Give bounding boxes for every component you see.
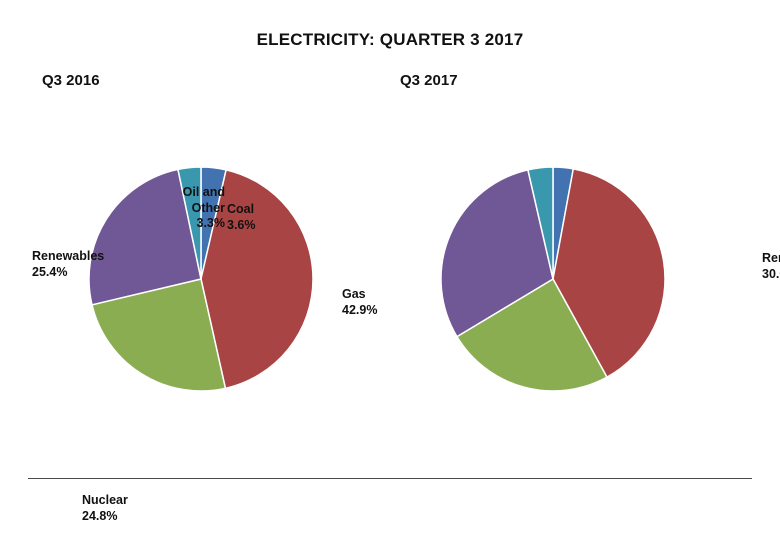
slice-label-renewables-2017: Renewables 30.0% bbox=[762, 236, 780, 297]
pie-slice-oil-and-other-2017 bbox=[526, 166, 554, 280]
slice-label-nuclear-2016-name: Nuclear bbox=[82, 493, 128, 508]
slice-label-coal-2016-name: Coal bbox=[227, 202, 255, 217]
pie-chart-q3-2017 bbox=[440, 166, 666, 392]
chart-panel-q3-2016: Q3 2016 Oil and Other 3.3% Coal 3.6% Ren… bbox=[10, 62, 390, 523]
slice-label-gas-2016: Gas 42.9% bbox=[342, 272, 418, 333]
pie-slice-gas-2017 bbox=[552, 167, 666, 379]
slice-label-renewables-2017-name: Renewables bbox=[762, 251, 780, 266]
panel-title-q3-2016: Q3 2016 bbox=[42, 72, 100, 89]
pie-svg-q3-2016 bbox=[88, 166, 314, 392]
pie-slice-nuclear-2017 bbox=[455, 277, 608, 392]
slice-label-oil-and-other-2016-name: Oil and Other bbox=[182, 185, 225, 215]
slice-label-gas-2016-value: 42.9% bbox=[342, 302, 378, 317]
pie-slice-renewables-2016 bbox=[88, 168, 202, 306]
pie-slice-renewables-2017 bbox=[440, 168, 554, 338]
chart-panel-q3-2017: Q3 2017 Oil and Other 3.6% Coal 2.9% Ren… bbox=[370, 62, 780, 462]
slice-label-renewables-2016-name: Renewables bbox=[32, 249, 105, 264]
footer-divider bbox=[28, 478, 752, 479]
slice-label-renewables-2017-value: 30.0% bbox=[762, 266, 780, 281]
pie-slice-nuclear-2016 bbox=[91, 278, 227, 392]
slice-label-renewables-2016: Renewables 25.4% bbox=[32, 234, 142, 295]
slice-label-renewables-2016-value: 25.4% bbox=[32, 264, 68, 279]
pie-chart-q3-2016 bbox=[88, 166, 314, 392]
slice-label-oil-and-other-2016-value: 3.3% bbox=[196, 215, 226, 230]
slice-label-coal-2016-value: 3.6% bbox=[227, 217, 256, 232]
slice-label-coal-2016: Coal 3.6% bbox=[227, 187, 285, 248]
slice-label-gas-2016-name: Gas bbox=[342, 287, 366, 302]
page-title: ELECTRICITY: QUARTER 3 2017 bbox=[256, 30, 524, 49]
chart-page: ELECTRICITY: QUARTER 3 2017 Q3 2016 Oil … bbox=[10, 30, 780, 523]
slice-label-nuclear-2016-value: 24.8% bbox=[82, 508, 118, 523]
pie-svg-q3-2017 bbox=[440, 166, 666, 392]
slice-label-oil-and-other-2016: Oil and Other 3.3% bbox=[153, 170, 225, 246]
pie-slice-gas-2016 bbox=[200, 168, 314, 390]
pie-slice-oil-and-other-2016 bbox=[177, 166, 202, 280]
panel-title-q3-2017: Q3 2017 bbox=[400, 72, 458, 89]
slice-label-nuclear-2016: Nuclear 24.8% bbox=[82, 478, 192, 539]
